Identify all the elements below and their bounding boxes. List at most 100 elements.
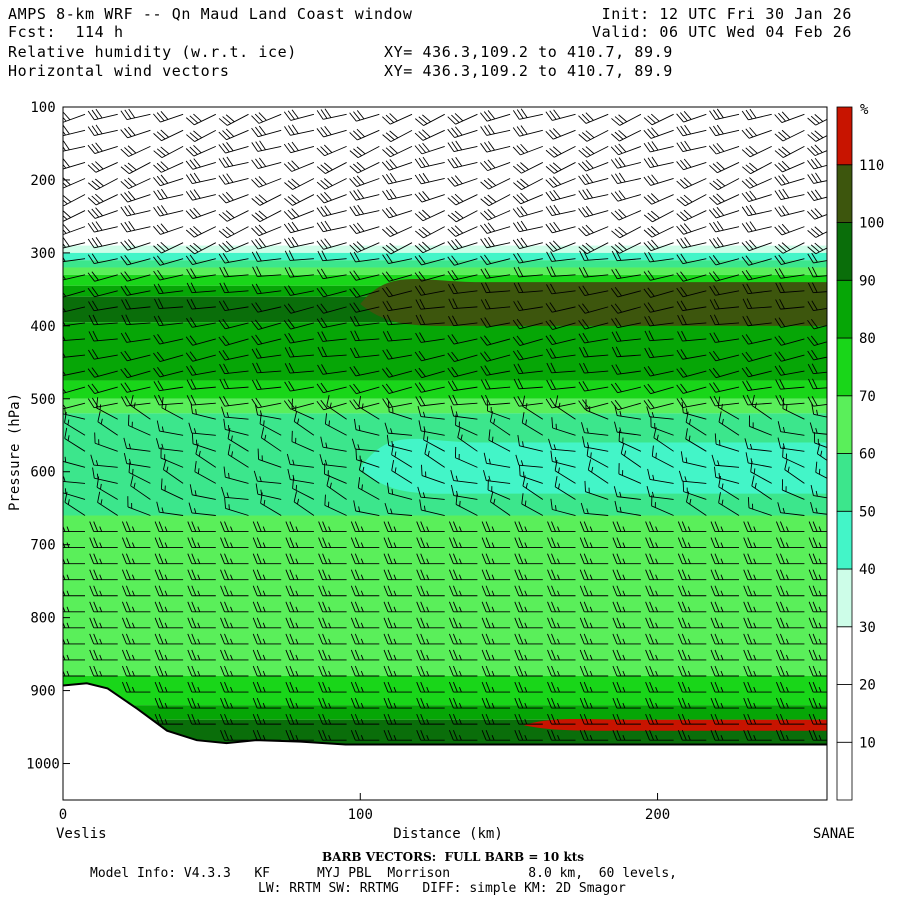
barb-shaft <box>814 210 827 220</box>
barb-flag <box>744 438 749 449</box>
barb-half-flag <box>292 459 295 466</box>
barb-shaft <box>584 258 609 261</box>
barb-flag <box>583 585 589 596</box>
barb-flag <box>685 411 689 423</box>
wind-barb <box>318 585 347 597</box>
barb-flag <box>222 318 230 329</box>
barb-half-flag <box>815 507 818 514</box>
barb-flag <box>64 491 68 503</box>
barb-flag <box>645 681 651 693</box>
barb-half-flag <box>818 686 822 693</box>
barb-flag <box>420 537 426 548</box>
barb-flag <box>643 117 653 126</box>
barb-flag <box>710 665 716 677</box>
barb-flag <box>193 207 202 217</box>
barb-half-flag <box>491 686 495 693</box>
wind-barb <box>285 665 314 677</box>
barb-half-flag <box>197 622 201 629</box>
barb-half-flag <box>197 606 201 612</box>
wind-barb <box>251 210 282 223</box>
barb-flag <box>743 697 749 709</box>
barb-half-flag <box>622 654 626 661</box>
barb-flag <box>225 226 235 235</box>
barb-half-flag <box>524 654 528 661</box>
colorbar-tick-label: 70 <box>859 389 876 405</box>
barb-flag <box>222 228 232 237</box>
barb-flag <box>578 227 587 237</box>
barb-flag <box>487 222 496 232</box>
wind-barb <box>514 665 543 677</box>
colorbar-swatch <box>836 164 853 223</box>
wind-barb <box>186 379 216 390</box>
barb-flag <box>807 191 815 201</box>
barb-flag <box>128 108 136 119</box>
wind-barb <box>423 429 445 452</box>
barb-flag <box>89 569 95 580</box>
barb-flag <box>218 213 228 222</box>
wind-barb <box>316 317 347 329</box>
wind-barb <box>349 347 380 359</box>
wind-barb <box>578 332 609 344</box>
barb-shaft <box>291 162 315 172</box>
barb-flag <box>63 176 71 186</box>
barb-flag <box>447 177 456 187</box>
barb-flag <box>225 210 235 219</box>
barb-flag <box>582 267 589 277</box>
barb-flag <box>585 130 595 139</box>
barb-half-flag <box>820 450 823 457</box>
wind-barb <box>185 254 216 266</box>
y-tick-label: 800 <box>30 611 55 627</box>
wind-barb <box>350 681 380 693</box>
wind-barb <box>349 302 380 313</box>
barb-flag <box>316 400 324 411</box>
barb-half-flag <box>655 686 659 693</box>
barb-flag <box>709 238 716 249</box>
barb-half-flag <box>590 452 592 458</box>
barb-flag <box>351 438 356 450</box>
barb-shaft <box>290 113 315 121</box>
barb-flag <box>448 569 454 580</box>
barb-shaft <box>553 242 576 252</box>
wind-barb <box>455 414 478 436</box>
barb-flag <box>514 713 520 725</box>
barb-flag <box>222 174 230 184</box>
wind-barb <box>677 617 707 629</box>
barb-half-flag <box>656 434 659 441</box>
barb-flag <box>389 225 398 234</box>
barb-flag <box>481 569 487 580</box>
barb-half-flag <box>785 486 787 492</box>
barb-flag <box>87 238 95 249</box>
barb-flag <box>451 366 459 377</box>
barb-flag <box>285 569 291 580</box>
wind-barb <box>349 287 380 298</box>
barb-flag <box>618 172 626 183</box>
barb-flag <box>153 270 161 281</box>
barb-half-flag <box>131 670 135 677</box>
barb-flag <box>514 633 520 645</box>
barb-half-flag <box>360 654 364 661</box>
wind-barb <box>676 110 707 123</box>
barb-flag <box>518 569 524 580</box>
wind-barb <box>120 205 151 217</box>
barb-flag <box>285 521 291 532</box>
wind-barb <box>286 453 314 468</box>
wind-barb <box>63 125 86 137</box>
barb-flag <box>614 228 624 237</box>
barb-flag <box>650 210 660 219</box>
barb-half-flag <box>132 468 134 475</box>
barb-half-flag <box>557 670 560 677</box>
barb-shaft <box>388 274 413 282</box>
wind-barb <box>743 649 772 661</box>
barb-half-flag <box>328 654 332 661</box>
barb-shaft <box>750 162 772 175</box>
barb-flag <box>218 144 226 154</box>
barb-flag <box>320 127 328 137</box>
barb-shaft <box>63 460 86 468</box>
barb-flag <box>381 209 390 219</box>
wind-barb <box>120 254 151 266</box>
barb-flag <box>64 412 67 423</box>
wind-barb <box>63 669 85 677</box>
barb-flag <box>218 336 226 346</box>
barb-shaft <box>423 226 445 239</box>
barb-flag <box>747 521 753 532</box>
